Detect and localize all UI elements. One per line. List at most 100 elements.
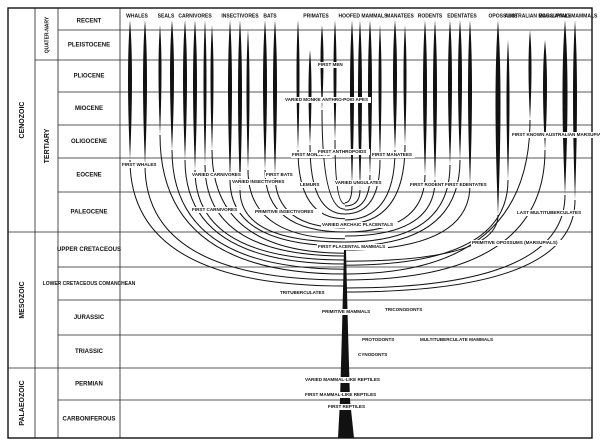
- branch: [344, 179, 509, 266]
- lineage: [433, 20, 437, 180]
- branch: [344, 214, 499, 262]
- lineage: [448, 20, 452, 165]
- epoch-label: OLIGOCENE: [71, 139, 107, 145]
- annotation: VARIED MAMMAL-LIKE REPTILES: [305, 377, 380, 382]
- annotation: VARIED CARNIVORES: [192, 172, 241, 177]
- annotation: FIRST MONKEYS: [292, 152, 330, 157]
- lineage: [193, 20, 197, 170]
- lineage: [528, 30, 532, 120]
- era-label: CENOZOIC: [19, 102, 26, 139]
- branch: [129, 159, 346, 287]
- annotation: FIRST CARNIVORES: [192, 207, 237, 212]
- branch: [344, 159, 381, 215]
- group-label: MANATEES: [386, 13, 414, 19]
- lineage: [468, 20, 472, 185]
- epoch-label: EOCENE: [76, 173, 101, 179]
- epoch-label: PERMIAN: [75, 382, 103, 388]
- lineage: [562, 20, 568, 195]
- lineage: [393, 20, 397, 150]
- label-bg: [265, 172, 297, 178]
- label-bg: [191, 172, 244, 178]
- label-bg: [471, 240, 566, 246]
- label-bg: [327, 404, 371, 410]
- lineage: [238, 20, 242, 190]
- label-bg: [361, 337, 393, 343]
- branch: [159, 134, 346, 275]
- annotation: FIRST RODENTS: [410, 182, 447, 187]
- group-label: BATS: [263, 13, 277, 19]
- group-label: PRIMATES: [303, 13, 329, 19]
- group-label: CARNIVORES: [178, 13, 212, 19]
- annotation: PRIMITIVE MAMMALS: [322, 309, 370, 314]
- lineage: [143, 20, 147, 165]
- trunk: [338, 250, 354, 438]
- group-label: WHALES: [126, 13, 148, 19]
- annotation: FIRST KNOWN AUSTRALIAN MARSUPIAL: [512, 132, 600, 137]
- lineage: [183, 20, 187, 160]
- group-label: SEALS: [158, 13, 175, 19]
- annotation: LAST MULTITUBERCULATES: [517, 210, 581, 215]
- branch: [344, 164, 451, 243]
- branch: [344, 184, 353, 204]
- lineage: [378, 25, 382, 160]
- label-bg: [291, 152, 332, 158]
- lineage: [203, 20, 207, 165]
- branch: [344, 199, 576, 293]
- lineage: [543, 40, 547, 150]
- lineage: [158, 25, 162, 135]
- group-label: AUSTRALIAN MARSUPIALS: [505, 13, 573, 19]
- epoch-label: MIOCENE: [75, 106, 103, 112]
- annotation: ANTHRO-POID APES: [322, 97, 368, 102]
- lineage: [263, 20, 267, 170]
- annotation: VARIED MONKEYS: [285, 97, 327, 102]
- label-bg: [279, 290, 326, 296]
- lineage: [246, 30, 250, 170]
- branch: [344, 149, 396, 221]
- label-bg: [304, 392, 384, 398]
- epoch-label: RECENT: [77, 19, 102, 25]
- annotation: VARIED ARCHAIC PLACENTALS: [322, 222, 393, 227]
- branch: [184, 159, 346, 265]
- label-bg: [444, 182, 491, 188]
- branch: [344, 184, 471, 251]
- group-label: HOOFED MAMMALS: [339, 13, 389, 19]
- group-label: EDENTATES: [447, 13, 477, 19]
- lineage: [573, 20, 577, 200]
- lineage: [128, 20, 132, 160]
- epoch-label: PALEOCENE: [71, 210, 108, 216]
- annotation: TRICONODONTS: [385, 307, 422, 312]
- branch: [204, 164, 346, 257]
- label-bg: [516, 210, 584, 216]
- annotation: FIRST EDENTATES: [445, 182, 487, 187]
- lineage: [333, 20, 337, 140]
- branch: [239, 189, 346, 243]
- epoch-label: TRIASSIC: [75, 349, 104, 355]
- branch: [344, 119, 531, 275]
- label-bg: [317, 62, 346, 68]
- group-label: OPOSSUMS: [489, 13, 519, 19]
- label-bg: [371, 152, 415, 158]
- label-bg: [321, 309, 374, 315]
- label-bg: [284, 97, 328, 103]
- annotation: PRIMITIVE INSECTIVORES: [255, 209, 313, 214]
- period-label: QUATER-NARY: [44, 16, 50, 53]
- label-bg: [191, 207, 241, 213]
- label-bg: [384, 307, 422, 313]
- lineage: [458, 20, 462, 160]
- branch: [309, 144, 346, 215]
- annotation: CYNODONTS: [358, 352, 387, 357]
- label-bg: [231, 179, 290, 185]
- branch: [344, 179, 436, 237]
- lineage: [358, 20, 362, 190]
- label-bg: [317, 149, 370, 155]
- lineage: [228, 20, 232, 180]
- lineage: [423, 20, 427, 175]
- annotation: FIRST WHALES: [122, 162, 156, 167]
- period-label: TERTIARY: [44, 128, 51, 163]
- label-bg: [419, 337, 493, 343]
- epoch-label: PLIOCENE: [74, 74, 105, 80]
- label-bg: [254, 209, 322, 215]
- label-bg: [409, 182, 450, 188]
- annotation: PRIMITIVE OPOSSUMS (MARSUPIALS): [472, 240, 558, 245]
